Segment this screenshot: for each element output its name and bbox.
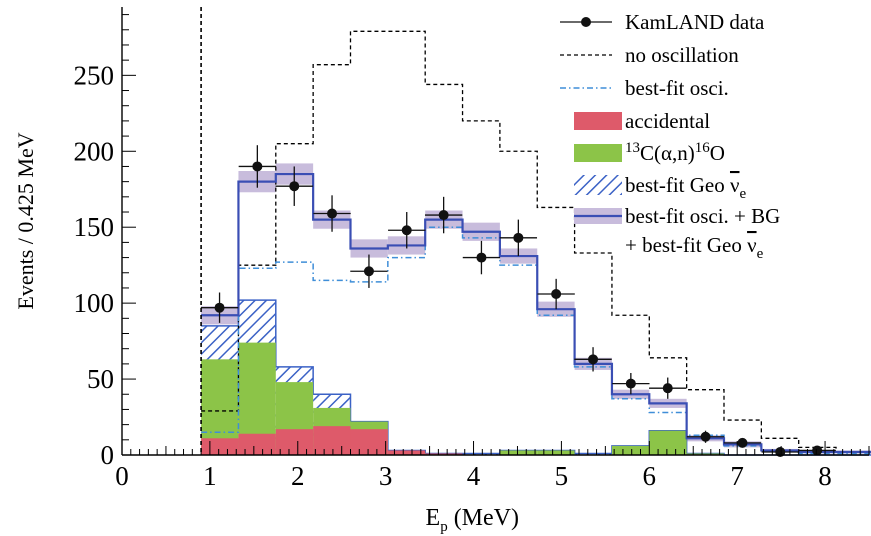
accidental-bar <box>238 433 276 455</box>
accidental-bar <box>350 429 388 455</box>
data-point <box>737 437 748 448</box>
legend-label-total2: + best-fit Geo νe <box>625 233 764 262</box>
legend-geo-text: best-fit Geo <box>625 173 730 197</box>
legend-label-geo: best-fit Geo νe <box>625 173 746 202</box>
data-point <box>551 289 562 300</box>
legend-geo-swatch <box>574 175 622 195</box>
x-axis-title-main: E <box>426 505 441 531</box>
c13-bar <box>537 450 575 455</box>
legend-label-bestfit: best-fit osci. <box>625 76 729 100</box>
x-tick-label: 7 <box>730 461 744 491</box>
y-tick-label: 50 <box>87 364 114 394</box>
data-point <box>476 252 487 263</box>
legend-label-c13: 13C(α,n)16O <box>625 140 725 165</box>
data-point <box>327 208 338 219</box>
x-tick-label: 8 <box>818 461 832 491</box>
legend-nu-symbol: ν <box>730 173 740 197</box>
legend-accidental-swatch <box>574 112 622 130</box>
legend-c13-end: O <box>710 141 725 165</box>
legend-c13-sup1: 13 <box>625 140 640 156</box>
x-tick-label: 2 <box>291 461 305 491</box>
data-point <box>438 210 449 221</box>
data-point <box>401 225 412 236</box>
data-point <box>252 161 263 172</box>
total-fit-line <box>201 172 871 454</box>
c13-bar <box>611 445 650 455</box>
data-point <box>700 431 711 442</box>
legend-label-noosc: no oscillation <box>625 43 739 67</box>
data-point <box>214 302 225 313</box>
legend-nu-symbol: ν <box>747 233 757 257</box>
histogram-lines-layer <box>201 30 871 455</box>
y-tick-label: 150 <box>74 212 115 242</box>
data-point <box>363 266 374 277</box>
y-axis-title: Events / 0.425 MeV <box>13 132 38 309</box>
data-point <box>588 354 599 365</box>
data-point <box>812 445 823 456</box>
y-tick-label: 200 <box>74 136 115 166</box>
legend-label-total: best-fit osci. + BG <box>625 204 780 228</box>
accidental-bar <box>425 453 463 455</box>
x-axis-title-sub: p <box>440 519 448 535</box>
y-tick-label: 250 <box>74 60 115 90</box>
legend-c13-swatch <box>574 144 622 162</box>
legend-data-marker <box>581 17 591 27</box>
x-axis-title: Ep (MeV) <box>426 505 519 535</box>
x-tick-label: 6 <box>643 461 657 491</box>
x-tick-label: 4 <box>467 461 481 491</box>
data-point <box>662 383 673 394</box>
accidental-bar <box>387 450 426 455</box>
y-tick-label: 100 <box>74 288 115 318</box>
legend: KamLAND data no oscillation best-fit osci.… <box>560 10 780 262</box>
x-tick-label: 1 <box>203 461 217 491</box>
c13-bar <box>649 430 687 455</box>
legend-geo-text: + best-fit Geo <box>625 233 747 257</box>
x-tick-label: 5 <box>555 461 569 491</box>
x-tick-label: 3 <box>379 461 393 491</box>
data-point <box>289 181 300 192</box>
accidental-bar <box>201 438 239 455</box>
legend-c13-main: C(α,n) <box>640 141 695 165</box>
geo-hatched-bar <box>462 453 500 455</box>
accidental-bar <box>313 426 351 455</box>
legend-c13-sup2: 16 <box>695 140 711 156</box>
y-tick-label: 0 <box>101 440 115 470</box>
no-oscillation-line <box>201 30 871 453</box>
data-points-layer <box>200 145 836 457</box>
background-fills-layer <box>201 163 871 456</box>
data-point <box>625 378 636 389</box>
geo-hatched-bar <box>574 453 612 455</box>
legend-label-data: KamLAND data <box>625 10 765 34</box>
accidental-bar <box>275 429 314 455</box>
data-point <box>513 232 524 243</box>
c13-bar <box>686 453 724 455</box>
x-tick-label: 0 <box>115 461 129 491</box>
legend-nu-subscript: e <box>739 186 746 202</box>
axes: 0 1 2 3 4 5 6 7 8 0 50 100 150 200 250 <box>74 7 870 491</box>
legend-label-acc: accidental <box>625 109 710 133</box>
legend-nu-subscript: e <box>757 246 764 262</box>
x-axis-title-rest: (MeV) <box>448 505 519 531</box>
c13-bar <box>499 450 538 455</box>
